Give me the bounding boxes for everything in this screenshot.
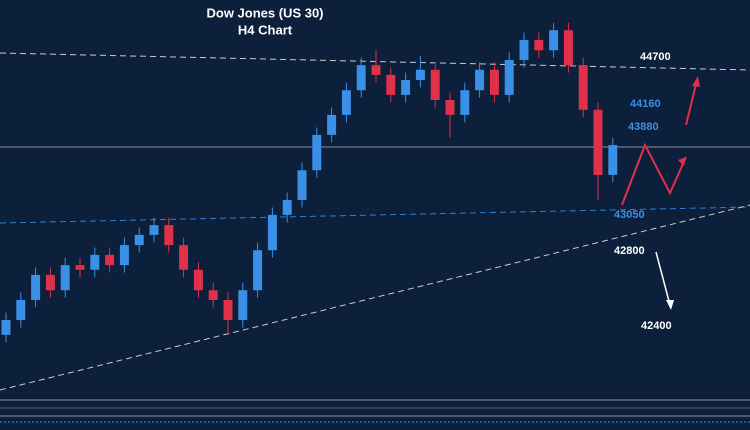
candle-body	[327, 114, 337, 135]
candle-body	[460, 90, 470, 115]
candle-body	[475, 69, 485, 91]
candle-body	[119, 245, 129, 266]
candle-body	[282, 200, 292, 215]
candle-body	[401, 80, 411, 95]
candle-body	[430, 69, 440, 100]
candle-body	[1, 320, 11, 335]
candle-body	[549, 30, 559, 51]
chart-subtitle: H4 Chart	[238, 22, 293, 37]
candle-body	[519, 40, 529, 60]
candle-body	[149, 225, 159, 235]
candle-body	[534, 40, 544, 51]
candle-body	[356, 65, 366, 91]
candle-body	[208, 290, 218, 300]
candle-body	[75, 265, 85, 270]
level-label: 44700	[640, 51, 671, 63]
candle-body	[341, 90, 351, 115]
candle-body	[90, 254, 100, 270]
candle-body	[489, 69, 499, 95]
arrow-head	[692, 76, 700, 87]
candle-body	[608, 145, 618, 175]
candle-body	[45, 274, 55, 291]
candle-body	[563, 30, 573, 66]
candle-body	[238, 290, 248, 320]
candle-body	[415, 69, 425, 80]
resistance-line	[0, 52, 750, 71]
candle-body	[134, 234, 144, 246]
candle-body	[386, 74, 396, 95]
candle-body	[593, 109, 603, 175]
candle-body	[297, 170, 307, 200]
arrow-head	[678, 157, 686, 166]
candle-body	[105, 254, 115, 266]
level-label: 44160	[630, 98, 661, 110]
candle-body	[179, 245, 189, 270]
chart-title: Dow Jones (US 30)	[206, 5, 323, 20]
candle-body	[371, 65, 381, 75]
bull-arrow	[685, 79, 698, 126]
level-label: 43050	[614, 209, 645, 221]
candle-body	[223, 300, 233, 320]
support-line	[0, 206, 750, 224]
candle-body	[16, 300, 26, 320]
arrow-head	[666, 300, 674, 310]
candle-body	[31, 274, 41, 300]
candle-body	[60, 265, 70, 291]
level-label: 43880	[628, 121, 659, 133]
bear-arrow	[655, 251, 671, 306]
candle-body	[253, 250, 263, 291]
candle-body	[193, 269, 203, 291]
level-label: 42400	[641, 320, 672, 332]
candle-body	[504, 60, 514, 95]
candle-body	[312, 134, 322, 171]
candle-body	[164, 225, 174, 246]
scenario-path	[621, 142, 687, 206]
trend-line	[0, 204, 750, 391]
level-label: 42800	[614, 245, 645, 257]
candle-body	[578, 65, 588, 110]
candle-body	[445, 100, 455, 115]
candle-body	[267, 214, 277, 251]
